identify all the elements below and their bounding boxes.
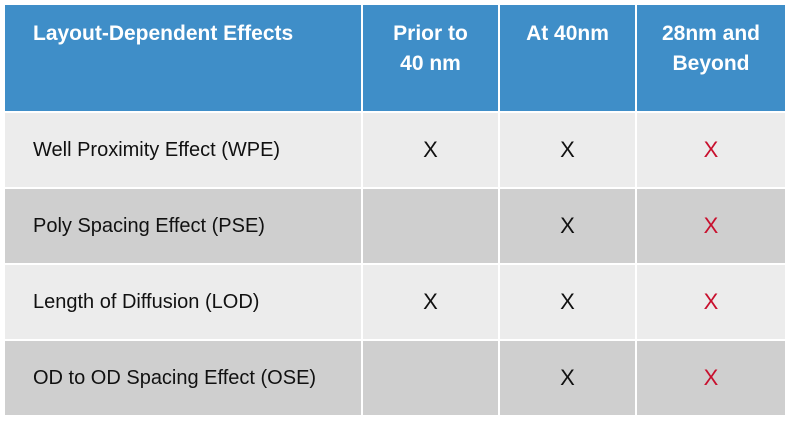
row-label: Length of Diffusion (LOD) <box>5 263 363 340</box>
table-row: Well Proximity Effect (WPE) X X X <box>5 111 785 188</box>
mark-prior: X <box>362 111 500 188</box>
header-beyond-line1: 28nm and <box>661 22 761 45</box>
mark-at-40nm: X <box>499 111 637 188</box>
row-label: OD to OD Spacing Effect (OSE) <box>5 339 363 415</box>
mark-at-40nm: X <box>499 339 637 415</box>
header-at-40nm-label: At 40nm <box>526 22 609 45</box>
mark-beyond: X <box>636 111 785 188</box>
mark-beyond: X <box>636 263 785 340</box>
header-layout-effects: Layout-Dependent Effects <box>5 5 363 112</box>
mark-beyond: X <box>636 187 785 264</box>
header-at-40nm: At 40nm <box>499 5 637 112</box>
header-prior-line2: 40 nm <box>400 52 461 75</box>
mark-at-40nm: X <box>499 187 637 264</box>
row-label: Well Proximity Effect (WPE) <box>5 111 363 188</box>
table-row: Poly Spacing Effect (PSE) X X <box>5 187 785 264</box>
header-prior-to-40nm: Prior to 40 nm <box>362 5 500 112</box>
table-row: OD to OD Spacing Effect (OSE) X X <box>5 339 785 415</box>
mark-at-40nm: X <box>499 263 637 340</box>
row-label: Poly Spacing Effect (PSE) <box>5 187 363 264</box>
table-row: Length of Diffusion (LOD) X X X <box>5 263 785 340</box>
mark-beyond: X <box>636 339 785 415</box>
header-beyond-line2: Beyond <box>672 52 750 75</box>
effects-table-container: Layout-Dependent Effects Prior to 40 nm A… <box>5 5 795 415</box>
mark-prior <box>362 187 500 264</box>
mark-prior <box>362 339 500 415</box>
header-28nm-and-beyond: 28nm and Beyond <box>636 5 785 112</box>
header-prior-line1: Prior to <box>393 22 468 45</box>
header-row: Layout-Dependent Effects Prior to 40 nm A… <box>5 5 785 112</box>
mark-prior: X <box>362 263 500 340</box>
layout-effects-table: Layout-Dependent Effects Prior to 40 nm A… <box>5 5 785 415</box>
header-layout-effects-label: Layout-Dependent Effects <box>33 22 294 45</box>
